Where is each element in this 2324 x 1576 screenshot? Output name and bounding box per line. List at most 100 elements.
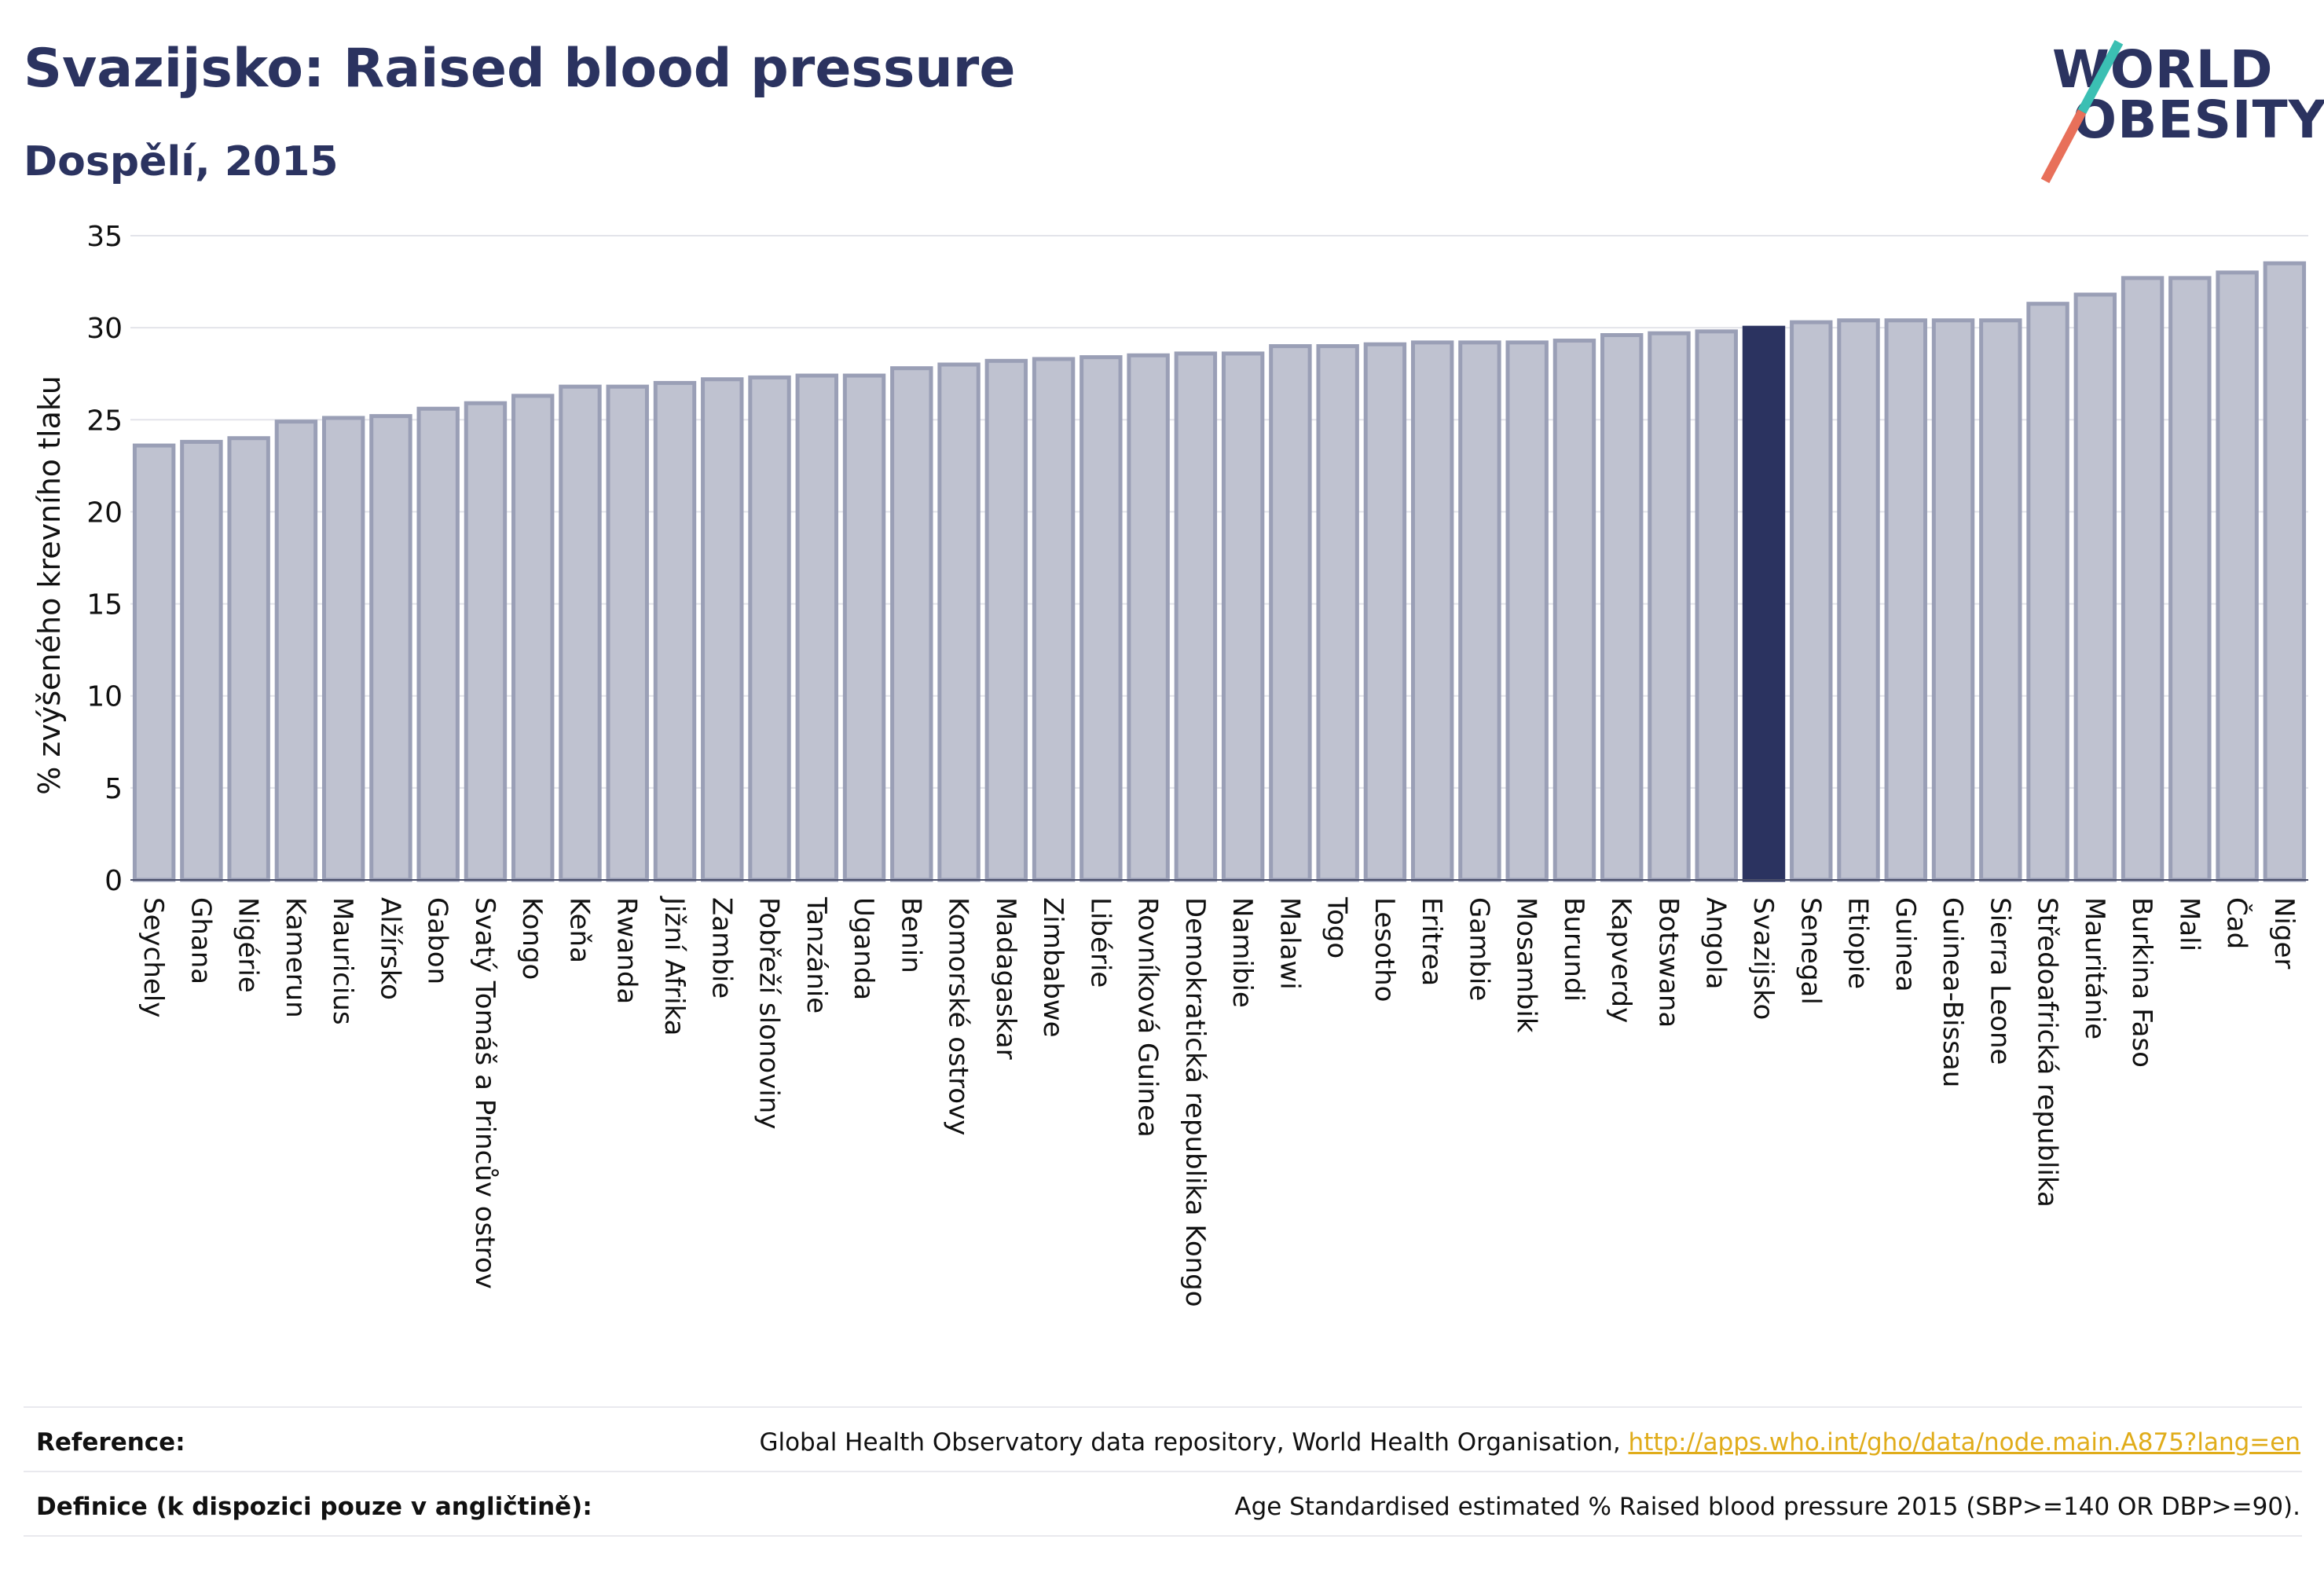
bar-komorské-ostrovy (937, 362, 981, 882)
bar-kapverdy (1600, 333, 1644, 882)
x-tick-label: Zimbabwe (1037, 897, 1069, 1038)
reference-source: Global Health Observatory data repositor… (759, 1428, 1629, 1457)
bar-seychely (132, 443, 176, 882)
bar-namibie (1221, 351, 1265, 882)
bar-burundi (1552, 339, 1596, 882)
x-tick-label: Rovníková Guinea (1132, 897, 1164, 1138)
bar-tanzánie (795, 373, 838, 882)
chart-title: Svazijsko: Raised blood pressure (24, 38, 1016, 100)
x-tick-label: Madagaskar (990, 897, 1021, 1060)
bar-botswana (1648, 331, 1691, 882)
footer-divider (24, 1471, 2302, 1472)
bar-demokratická-republika-kongo (1174, 351, 1218, 882)
x-tick-label: Gabon (422, 897, 453, 984)
y-tick-label: 15 (86, 589, 123, 621)
x-tick-label: Nigérie (233, 897, 264, 993)
x-tick-label: Svazijsko (1747, 897, 1779, 1020)
x-tick-label: Demokratická republika Kongo (1179, 897, 1211, 1307)
x-tick-label: Mali (2173, 897, 2205, 951)
bar-chart: 0 5 10 15 20 25 30 35 Seychely Ghana Nigérie Kamer… (32, 221, 2308, 1307)
y-tick-label: 20 (86, 497, 123, 529)
y-tick-label: 25 (86, 405, 123, 437)
x-tick-label: Čad (2221, 897, 2253, 949)
bar-pobřeží-slonoviny (748, 375, 791, 882)
x-tick-label: Pobřeží slonoviny (753, 897, 785, 1129)
x-tick-label: Guinea-Bissau (1937, 897, 1968, 1087)
bar-benin (890, 366, 933, 882)
x-tick-label: Lesotho (1369, 897, 1400, 1002)
chart-subtitle: Dospělí, 2015 (24, 138, 339, 185)
bar-libérie (1080, 355, 1123, 882)
x-tick-label: Kapverdy (1605, 897, 1637, 1023)
bar-angola (1695, 329, 1738, 882)
bar-zimbabwe (1032, 357, 1076, 882)
x-tick-label: Mauricius (327, 897, 358, 1025)
x-tick-label: Mosambik (1511, 897, 1542, 1033)
reference-text: Global Health Observatory data repositor… (759, 1428, 2300, 1457)
bar-ghana (180, 439, 223, 882)
bar-gambie (1458, 340, 1501, 882)
bar-mauritánie (2073, 292, 2117, 882)
x-tick-label: Komorské ostrovy (943, 897, 974, 1135)
bar-senegal (1790, 320, 1833, 882)
bar-gabon (416, 406, 460, 882)
footer-divider (24, 1535, 2302, 1537)
y-tick-label: 5 (104, 773, 123, 805)
bar-togo (1316, 344, 1359, 882)
reference-label: Reference: (36, 1428, 185, 1457)
x-tick-label: Malawi (1274, 897, 1305, 990)
x-tick-label: Niger (2268, 897, 2300, 969)
x-tick-label: Gambie (1463, 897, 1494, 1001)
y-tick-label: 35 (86, 221, 123, 253)
bar-rovníková-guinea (1127, 353, 1170, 882)
x-tick-label: Jižní Afrika (658, 896, 690, 1036)
bar-čad (2216, 270, 2259, 882)
logo-line2: OBESITY (2073, 90, 2324, 150)
y-axis-ticks: 0 5 10 15 20 25 30 35 (86, 221, 123, 897)
bar-zambie (701, 377, 744, 882)
bars (130, 261, 2308, 882)
bar-etiopie (1837, 318, 1880, 882)
y-tick-label: 30 (86, 313, 123, 345)
bar-burkina-faso (2121, 276, 2165, 882)
x-tick-label: Kongo (516, 897, 548, 980)
x-tick-label: Guinea (1890, 897, 1921, 992)
bar-jižní-afrika (653, 380, 697, 882)
bar-uganda (842, 373, 886, 882)
x-tick-label: Togo (1321, 896, 1353, 958)
x-tick-label: Sierra Leone (1984, 897, 2015, 1065)
bar-středoafrická-republika (2026, 302, 2069, 882)
x-tick-label: Burkina Faso (2126, 897, 2157, 1068)
y-tick-label: 0 (104, 865, 123, 897)
y-tick-label: 10 (86, 681, 123, 713)
bar-mauricius (321, 416, 365, 882)
x-tick-label: Benin (895, 897, 926, 973)
x-tick-label: Rwanda (611, 897, 643, 1004)
definition-text: Age Standardised estimated % Raised bloo… (1234, 1493, 2300, 1521)
bar-mali (2168, 276, 2212, 882)
x-axis-labels: Seychely Ghana Nigérie Kamerun Mauricius Alží… (137, 896, 2300, 1307)
x-tick-label: Tanzánie (801, 896, 832, 1013)
x-tick-label: Svatý Tomáš a Princův ostrov (469, 897, 500, 1289)
reference-link[interactable]: http://apps.who.int/gho/data/node.main.A… (1628, 1428, 2300, 1457)
x-tick-label: Alžírsko (374, 897, 405, 1000)
x-tick-label: Senegal (1794, 897, 1826, 1005)
x-tick-label: Kamerun (280, 897, 311, 1018)
bar-sierra-leone (1979, 318, 2022, 882)
x-tick-label: Angola (1700, 897, 1732, 989)
x-tick-label: Keňa (563, 897, 595, 963)
x-tick-label: Eritrea (1416, 897, 1447, 986)
x-tick-label: Burundi (1558, 897, 1589, 1002)
bar-madagaskar (984, 358, 1028, 882)
bar-malawi (1269, 344, 1312, 882)
bar-kamerun (274, 420, 318, 882)
footer-divider (24, 1406, 2302, 1408)
x-tick-label: Libérie (1084, 897, 1116, 988)
bar-svazijsko (1742, 325, 1786, 882)
bar-rwanda (606, 384, 649, 882)
bar-guinea (1884, 318, 1927, 882)
x-tick-label: Botswana (1652, 897, 1684, 1028)
x-tick-label: Uganda (848, 897, 879, 1000)
bar-alžírsko (369, 414, 412, 882)
world-obesity-logo: WORLD OBESITY (2040, 39, 2324, 184)
